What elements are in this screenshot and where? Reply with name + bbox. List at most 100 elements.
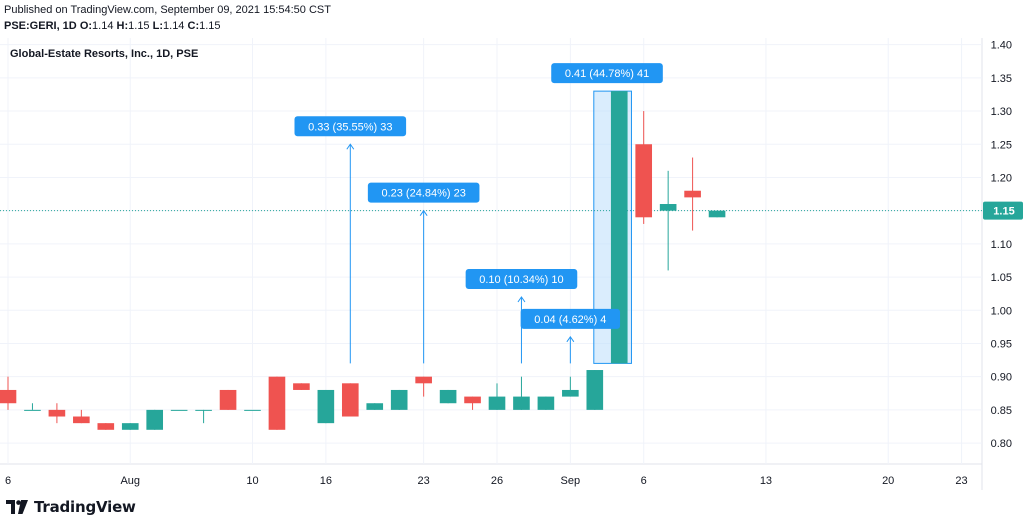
measure-label-box (294, 116, 407, 137)
measure-label-box (367, 182, 480, 203)
candle[interactable] (415, 376, 432, 397)
time-tick-label: 10 (246, 475, 258, 487)
candlestick-chart[interactable]: 0.80 0.85 0.90 0.95 1.00 1.05 1.10 1.15 1.20 1.25… (0, 38, 1024, 490)
price-tick-label: 1.35 (991, 73, 1012, 85)
candle-body (268, 376, 286, 430)
measure-arrowhead (346, 143, 355, 150)
candle[interactable] (513, 376, 530, 410)
candle-body (97, 423, 115, 430)
candle[interactable] (635, 111, 653, 224)
candle[interactable] (537, 396, 555, 410)
measure-label: 0.04 (4.62%) 4 (534, 314, 606, 326)
candle[interactable] (268, 376, 286, 430)
price-tick-label: 0.80 (991, 438, 1012, 450)
candle[interactable] (390, 389, 408, 410)
price-tick-label: 1.20 (991, 172, 1012, 184)
candle[interactable] (73, 409, 90, 424)
price-tick-label: 1.25 (991, 139, 1012, 151)
time-tick-label: 20 (882, 475, 894, 487)
time-tick-label: 13 (760, 475, 772, 487)
candle[interactable] (146, 409, 164, 430)
measure-annotation[interactable]: 0.04 (4.62%) 4 (520, 308, 621, 364)
measure-annotations[interactable]: 0.33 (35.55%) 33 0.23 (24.84%) 23 0.10 (10… (294, 63, 663, 364)
time-tick-label: 23 (418, 475, 430, 487)
chart-header: Published on TradingView.com, September … (0, 0, 1024, 38)
high-value: 1.15 (128, 20, 150, 32)
price-tick-label: 0.95 (991, 338, 1012, 350)
measure-label: 0.10 (10.34%) 10 (479, 274, 563, 286)
candles[interactable] (0, 91, 726, 430)
candle[interactable] (488, 383, 506, 410)
close-label: C: (187, 20, 200, 32)
measure-label: 0.41 (44.78%) 41 (565, 68, 649, 80)
time-axis[interactable]: 6 Aug 10 16 23 26 Sep 6 13 20 23 (5, 475, 968, 487)
candle-body (366, 403, 384, 410)
candle[interactable] (366, 403, 384, 410)
close-value: 1.15 (199, 20, 221, 32)
candle[interactable] (659, 170, 677, 271)
candle-body (659, 204, 677, 211)
brand[interactable]: TradingView (6, 498, 136, 516)
candle[interactable] (562, 376, 579, 397)
candle-body (24, 409, 41, 411)
candle[interactable] (586, 370, 604, 410)
candle-body (244, 409, 261, 411)
candle[interactable] (48, 403, 66, 424)
candle-body (48, 409, 66, 417)
candle[interactable] (439, 389, 457, 404)
candle-body (293, 383, 310, 390)
candle[interactable] (121, 423, 139, 430)
chart-title: Global-Estate Resorts, Inc., 1D, PSE (10, 48, 198, 60)
measure-annotation[interactable]: 0.23 (24.84%) 23 (367, 182, 480, 364)
candle[interactable] (170, 409, 188, 411)
candle-body (341, 383, 359, 417)
candle-body (537, 396, 555, 410)
candle[interactable] (464, 396, 481, 410)
last-price-label: 1.15 (993, 206, 1014, 218)
candle-body (317, 389, 335, 424)
candle-body (488, 396, 506, 410)
measure-annotation[interactable]: 0.33 (35.55%) 33 (294, 116, 407, 364)
time-tick-label: 26 (491, 475, 503, 487)
tradingview-logo-icon (6, 500, 28, 514)
measure-annotation[interactable]: 0.10 (10.34%) 10 (465, 268, 578, 364)
candle-body (610, 91, 628, 364)
measure-annotation[interactable]: 0.41 (44.78%) 41 (551, 63, 663, 84)
time-tick-label: 23 (955, 475, 967, 487)
candle[interactable] (317, 389, 335, 424)
measure-arrowhead (517, 296, 526, 303)
candle-body (73, 416, 90, 424)
published-info: Published on TradingView.com, September … (4, 4, 331, 16)
time-tick-label: Sep (561, 475, 581, 487)
candle[interactable] (0, 376, 17, 410)
open-value: 1.14 (92, 20, 114, 32)
grid (0, 38, 983, 490)
measure-label: 0.23 (24.84%) 23 (381, 188, 465, 200)
low-label: L: (152, 20, 164, 32)
candle-body (415, 376, 432, 384)
measure-arrowhead (419, 209, 428, 216)
chart-area[interactable]: 0.80 0.85 0.90 0.95 1.00 1.05 1.10 1.15 1.20 1.25… (0, 38, 1023, 490)
measure-label-box (551, 63, 663, 84)
open-label: O: (79, 20, 93, 32)
time-tick-label: 6 (641, 475, 647, 487)
price-tick-label: 1.10 (991, 239, 1012, 251)
price-tick-label: 0.85 (991, 405, 1012, 417)
candle[interactable] (341, 383, 359, 417)
ohlc-legend: PSE:GERI, 1D O:1.14 H:1.15 L:1.14 C:1.15 (4, 20, 221, 32)
candle[interactable] (708, 210, 726, 218)
price-tick-label: 1.00 (991, 305, 1012, 317)
candle[interactable] (195, 409, 212, 424)
price-axis[interactable]: 0.80 0.85 0.90 0.95 1.00 1.05 1.10 1.15 1.20 1.25… (991, 40, 1012, 450)
candle[interactable] (244, 409, 261, 411)
price-tick-label: 0.90 (991, 372, 1012, 384)
candle[interactable] (293, 383, 310, 390)
candle-body (439, 389, 457, 404)
price-tick-label: 1.05 (991, 272, 1012, 284)
measure-label: 0.33 (35.55%) 33 (308, 121, 392, 133)
candle[interactable] (24, 403, 41, 411)
candle[interactable] (97, 423, 115, 430)
candle-body (464, 396, 481, 404)
candle[interactable] (219, 389, 237, 410)
candle[interactable] (684, 157, 701, 231)
